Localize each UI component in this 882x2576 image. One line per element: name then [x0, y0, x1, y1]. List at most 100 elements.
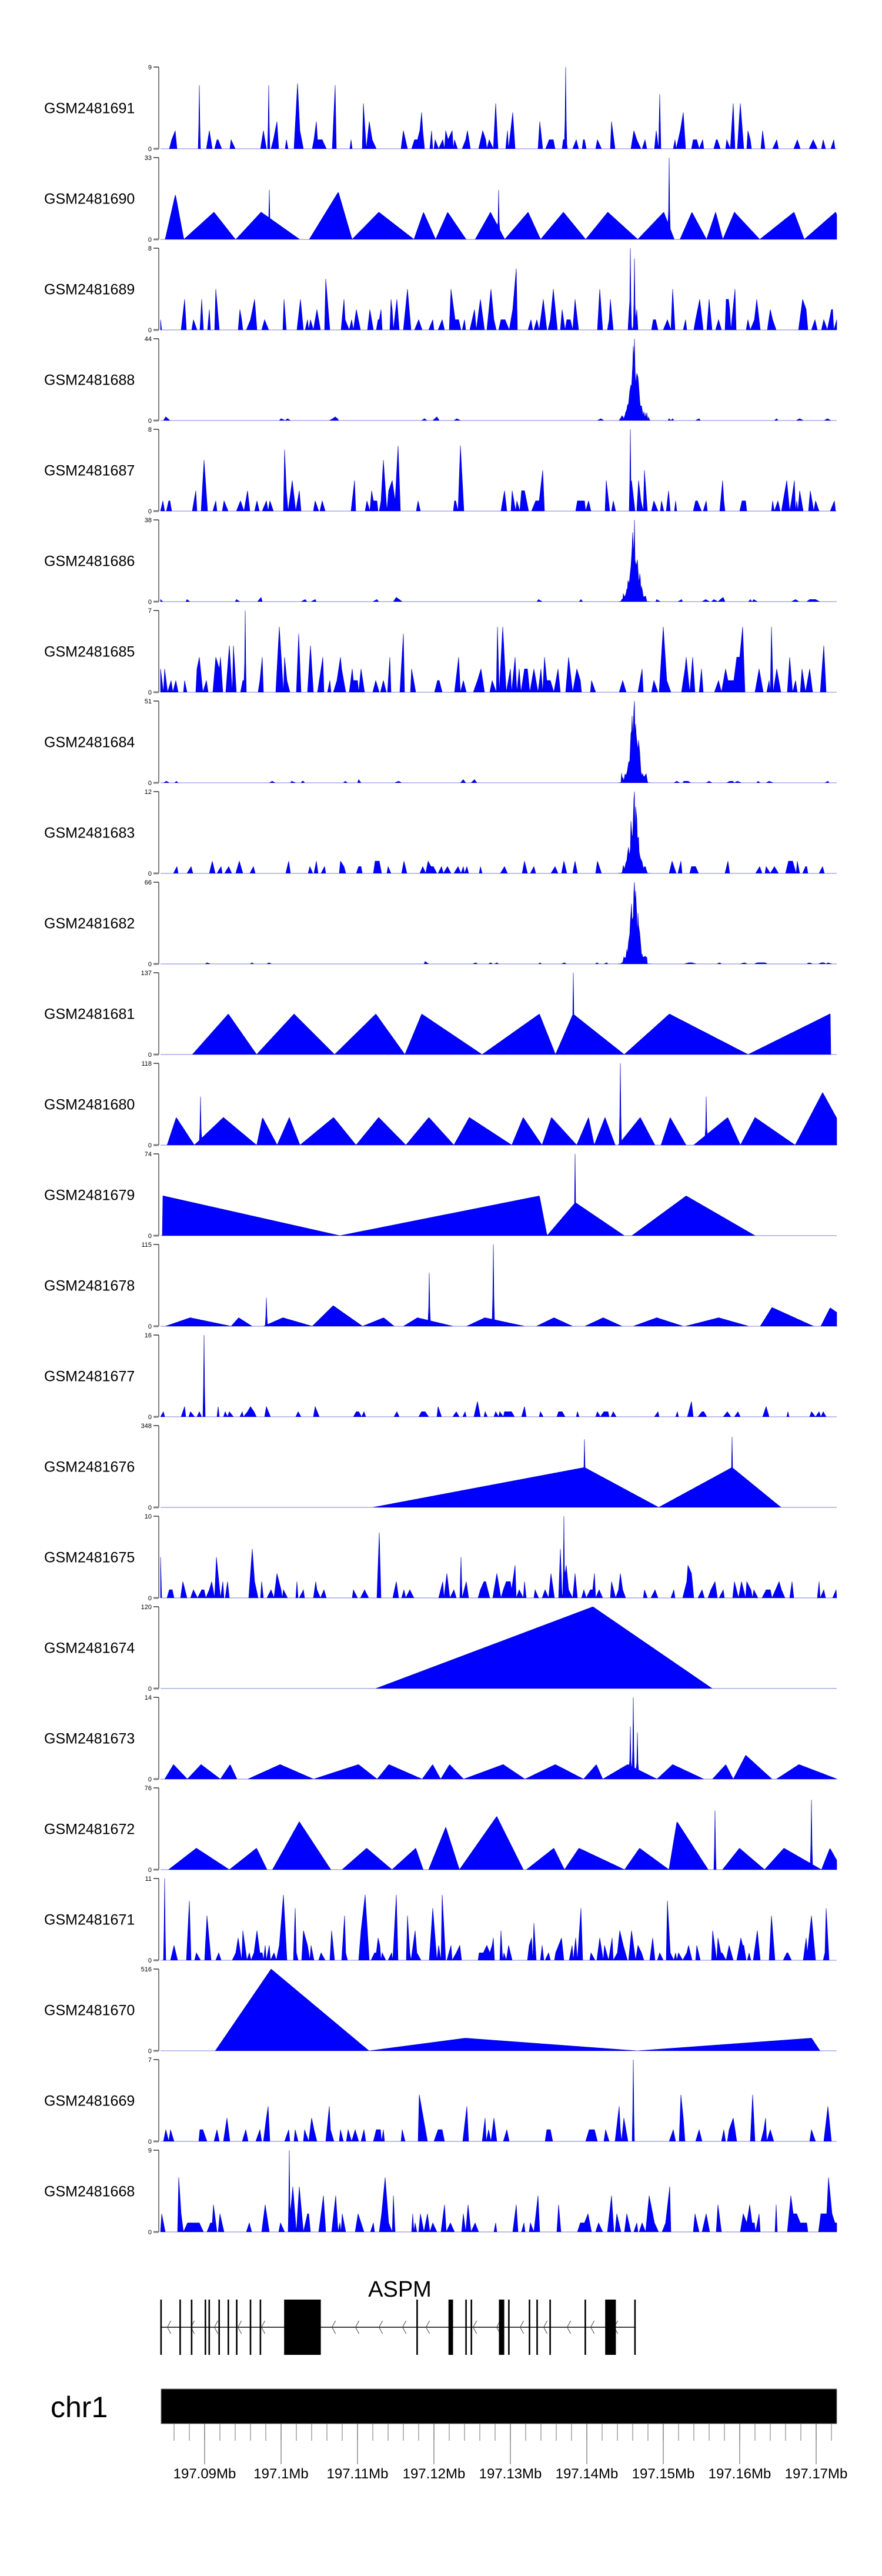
y-tick-label-zero: 0: [148, 236, 152, 243]
signal-area-GSM2481686: [160, 519, 837, 602]
y-tick-label-zero: 0: [148, 1504, 152, 1511]
track-label: GSM2481676: [44, 1459, 135, 1476]
y-tick-label-max: 516: [141, 1966, 152, 1973]
track-GSM2481682: GSM2481682 66 0: [44, 879, 837, 968]
gene-exon: [218, 2300, 220, 2355]
track-label: GSM2481686: [44, 553, 135, 570]
gene-exon: [236, 2300, 238, 2355]
gene-exon: [529, 2300, 530, 2355]
y-tick-label-max: 8: [148, 426, 152, 433]
x-tick-label: 197.09Mb: [173, 2466, 236, 2482]
track-GSM2481690: GSM2481690 33 0: [44, 155, 837, 243]
strand-arrow-icon: [473, 2320, 477, 2334]
x-tick-label: 197.1Mb: [253, 2466, 308, 2482]
y-tick-label-max: 11: [145, 1876, 152, 1883]
y-tick-label-max: 7: [148, 608, 152, 615]
signal-area-GSM2481674: [161, 1606, 837, 1689]
gene-exon: [508, 2300, 510, 2355]
y-tick-label-zero: 0: [148, 2048, 152, 2055]
strand-arrow-icon: [238, 2320, 242, 2334]
track-label: GSM2481669: [44, 2093, 135, 2110]
y-tick-label-zero: 0: [148, 508, 152, 515]
track-GSM2481680: GSM2481680 118 0: [44, 1060, 837, 1149]
gene-exon: [160, 2300, 162, 2355]
track-GSM2481689: GSM2481689 8 0: [44, 245, 837, 334]
track-label: GSM2481691: [44, 101, 135, 117]
track-GSM2481672: GSM2481672 76 0: [44, 1785, 837, 1874]
chromosome-axis: chr1 197.09Mb 197.1Mb 197.11Mb 197.12Mb 197.…: [51, 2388, 848, 2482]
signal-area-GSM2481687: [160, 429, 837, 512]
signal-area-GSM2481677: [160, 1334, 837, 1417]
strand-arrow-icon: [567, 2320, 572, 2334]
strand-arrow-icon: [426, 2320, 430, 2334]
gene-exon: [191, 2300, 193, 2355]
signal-area-GSM2481690: [161, 157, 837, 240]
strand-arrow-icon: [214, 2320, 219, 2334]
track-GSM2481677: GSM2481677 16 0: [44, 1332, 837, 1421]
signal-area-GSM2481681: [161, 972, 837, 1055]
x-tick-label: 197.14Mb: [556, 2466, 619, 2482]
y-tick-label-max: 51: [145, 698, 152, 705]
track-GSM2481673: GSM2481673 14 0: [44, 1694, 837, 1783]
y-tick-label-zero: 0: [148, 1957, 152, 1964]
track-label: GSM2481672: [44, 1821, 135, 1838]
track-label: GSM2481680: [44, 1097, 135, 1113]
strand-arrow-icon: [520, 2320, 524, 2334]
y-tick-label-zero: 0: [148, 1233, 152, 1240]
gene-exon: [470, 2300, 472, 2355]
track-GSM2481674: GSM2481674 120 0: [44, 1604, 837, 1693]
gene-exon: [536, 2300, 538, 2355]
track-label: GSM2481671: [44, 1912, 135, 1928]
signal-area-GSM2481673: [161, 1697, 837, 1780]
track-GSM2481670: GSM2481670 516 0: [44, 1966, 837, 2055]
track-GSM2481683: GSM2481683 12 0: [44, 789, 837, 877]
strand-arrow-icon: [167, 2320, 172, 2334]
x-tick-label: 197.17Mb: [785, 2466, 848, 2482]
strand-arrow-icon: [590, 2320, 595, 2334]
y-tick-label-max: 33: [145, 155, 152, 162]
y-tick-label-max: 38: [145, 517, 152, 524]
track-label: GSM2481683: [44, 825, 135, 842]
track-GSM2481679: GSM2481679 74 0: [44, 1151, 837, 1240]
signal-area-GSM2481671: [161, 1878, 837, 1961]
signal-area-GSM2481670: [161, 1968, 837, 2051]
y-tick-label-zero: 0: [148, 1686, 152, 1693]
track-label: GSM2481677: [44, 1369, 135, 1385]
data-tracks: GSM248169190GSM2481690330GSM248168980GSM…: [44, 64, 837, 2236]
y-tick-label-zero: 0: [148, 418, 152, 425]
track-GSM2481669: GSM2481669 7 0: [44, 2057, 837, 2145]
strand-arrow-icon: [379, 2320, 383, 2334]
gene-exon: [249, 2300, 252, 2355]
y-tick-label-zero: 0: [148, 146, 152, 153]
y-tick-label-zero: 0: [148, 1414, 152, 1421]
signal-area-GSM2481688: [161, 338, 837, 421]
signal-area-GSM2481683: [161, 791, 837, 875]
gene-exon: [208, 2300, 211, 2355]
track-GSM2481686: GSM2481686 38 0: [44, 517, 837, 606]
gene-exon: [259, 2300, 262, 2355]
y-tick-label-zero: 0: [148, 599, 152, 606]
signal-area-GSM2481675: [160, 1516, 837, 1599]
gene-exon: [179, 2300, 181, 2355]
track-GSM2481668: GSM2481668 9 0: [44, 2147, 837, 2236]
track-GSM2481678: GSM2481678 115 0: [44, 1242, 837, 1330]
track-GSM2481676: GSM2481676 348 0: [44, 1423, 837, 1511]
y-tick-label-max: 118: [141, 1060, 152, 1067]
gene-exon: [634, 2300, 636, 2355]
x-tick-label: 197.12Mb: [403, 2466, 466, 2482]
x-tick-label: 197.13Mb: [479, 2466, 542, 2482]
track-label: GSM2481668: [44, 2184, 135, 2200]
chromosome-label: chr1: [51, 2391, 108, 2424]
strand-arrow-icon: [332, 2320, 336, 2334]
signal-area-GSM2481668: [160, 2150, 837, 2233]
signal-area-GSM2481691: [161, 66, 837, 149]
track-label: GSM2481675: [44, 1550, 135, 1566]
signal-area-GSM2481678: [161, 1244, 837, 1327]
track-label: GSM2481674: [44, 1640, 135, 1657]
y-tick-label-zero: 0: [148, 1776, 152, 1783]
signal-area-GSM2481685: [160, 610, 837, 693]
y-tick-label-zero: 0: [148, 689, 152, 696]
track-GSM2481691: GSM2481691 9 0: [44, 64, 837, 153]
x-tick-label: 197.11Mb: [327, 2466, 389, 2482]
